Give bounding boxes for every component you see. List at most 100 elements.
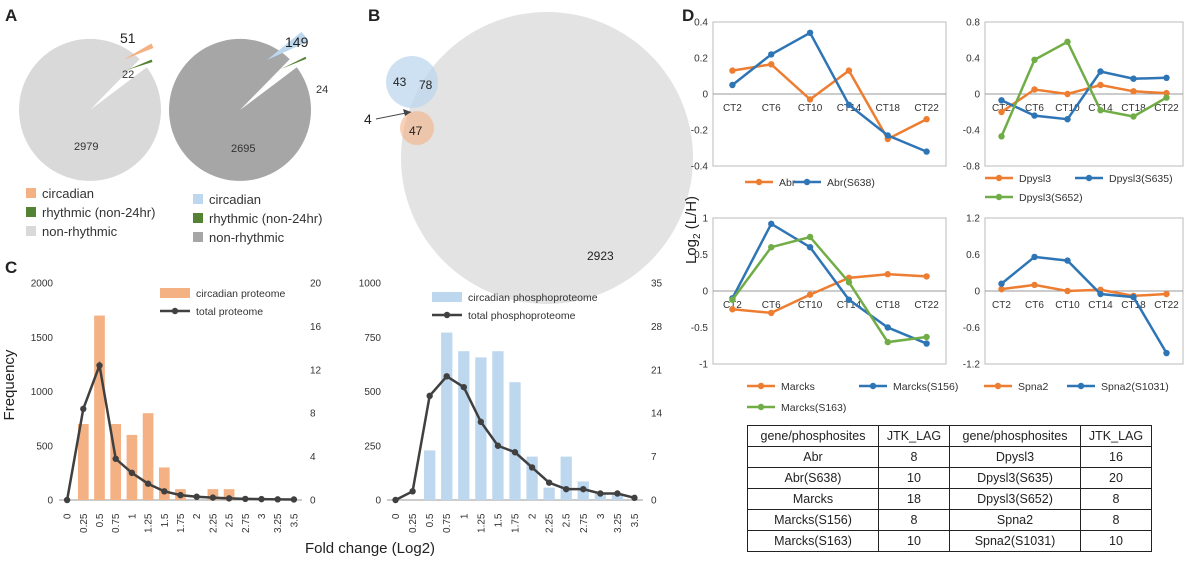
line-point <box>1130 293 1137 301</box>
table-cell: 8 <box>878 509 950 531</box>
table-header: JTK_LAG <box>1080 425 1152 447</box>
x-tick-label: CT6 <box>762 103 781 114</box>
line-point <box>923 273 930 280</box>
venn-blue-circle <box>386 56 438 108</box>
line-point <box>1097 107 1104 114</box>
line-point <box>1031 56 1038 63</box>
table-row: Abr 8 Dpysl3 16 <box>747 446 1152 468</box>
legend-line-label: total phosphoproteome <box>468 310 576 322</box>
line-point <box>845 279 853 286</box>
chart-d-marcks: -1 -0.5 0 0.5 1 CT2 CT6 CT10 CT14 CT18 CT22 Marcks M… <box>691 214 959 415</box>
line-point <box>1064 38 1071 45</box>
x-tick-label: 1.25 <box>476 513 487 533</box>
legend-bar-label: circadian phosphoproteome <box>468 292 598 304</box>
y-tick-label: -0.4 <box>691 162 709 173</box>
line-point <box>63 496 71 504</box>
legend-swatch-point <box>1077 382 1085 390</box>
series-line <box>731 222 928 345</box>
line-point <box>998 108 1005 116</box>
table-cell: 20 <box>1080 467 1152 489</box>
x-tick-label: 2.25 <box>208 513 219 533</box>
y-tick-label: -1.2 <box>963 360 981 371</box>
line-point <box>1097 68 1104 75</box>
table-cell: Dpysl3 <box>949 446 1081 468</box>
line-point <box>923 148 930 155</box>
line-point <box>112 455 119 462</box>
x-tick-label: 2.25 <box>545 513 556 533</box>
x-tick-label: 0.5 <box>95 513 106 527</box>
line-point <box>768 51 775 58</box>
y-tick-label: -0.6 <box>963 323 981 334</box>
line-point <box>806 244 814 251</box>
legend-swatch-point <box>995 193 1003 201</box>
y-tick-label: 250 <box>364 441 381 452</box>
table-cell: Abr <box>747 446 879 468</box>
c-y-axis-label: Frequency <box>1 349 18 420</box>
x-tick-label: 3.5 <box>630 513 641 527</box>
bar <box>110 424 122 500</box>
x-tick-label: 3 <box>257 513 268 519</box>
line-point <box>1163 349 1170 357</box>
x-tick-label: CT14 <box>1088 300 1113 311</box>
y-tick-label: 0 <box>375 496 381 507</box>
y-tick-label: 1500 <box>31 333 54 344</box>
legend1-nonrhythmic: non-rhythmic <box>42 224 118 239</box>
table-cell: 16 <box>1080 446 1152 468</box>
bar <box>424 450 436 500</box>
venn-big-count: 2923 <box>587 249 614 263</box>
line-point <box>494 442 502 449</box>
line-point <box>884 338 891 346</box>
y-tick-label: 0.4 <box>966 54 980 65</box>
legend2-swatch-circadian <box>193 194 203 204</box>
y-tick-label: 1 <box>702 214 708 225</box>
x-tick-label: 0.5 <box>425 513 436 527</box>
bar <box>560 456 572 500</box>
pie2-circadian-count: 149 <box>285 34 309 50</box>
legend1-swatch-rhythmic <box>26 207 36 217</box>
series-line <box>732 62 928 141</box>
bar <box>594 493 606 500</box>
line-point <box>96 362 103 369</box>
series-line <box>1000 40 1168 137</box>
pie1-slice-rhythmic <box>127 59 153 70</box>
legend2-nonrhythmic: non-rhythmic <box>209 230 285 245</box>
line-point <box>884 132 891 139</box>
series-line <box>731 235 927 344</box>
line-point <box>729 67 736 74</box>
legend-label: Marcks(S156) <box>893 381 958 393</box>
y2-tick-label: 0 <box>651 496 657 507</box>
legend-swatch-point <box>755 178 763 186</box>
x-tick-label: 3 <box>596 513 607 519</box>
table-cell: 18 <box>878 488 950 510</box>
line-point <box>729 306 736 313</box>
table-header-row: gene/phosphosites JTK_LAG gene/phosphosi… <box>747 425 1152 447</box>
x-tick-label: 2 <box>528 513 539 519</box>
pie1-slice-non-rhythmic <box>19 38 162 181</box>
line-point <box>209 494 217 501</box>
legend-label: Spna2 <box>1018 381 1049 393</box>
line-point <box>1031 112 1038 119</box>
y2-tick-label: 7 <box>651 452 657 463</box>
x-tick-label: CT6 <box>1025 103 1044 114</box>
bar <box>611 493 624 500</box>
x-tick-label: 0.25 <box>79 513 90 533</box>
pie1-nonrhythmic-count: 2979 <box>74 141 98 153</box>
y-tick-label: 0 <box>974 287 980 298</box>
table-cell: Spna2(S1031) <box>949 530 1081 552</box>
venn-overlap-count: 78 <box>419 78 433 92</box>
x-tick-label: 2 <box>192 513 203 519</box>
table-cell: Marcks(S163) <box>747 530 879 552</box>
line-point <box>1163 89 1170 97</box>
line-point <box>923 340 930 347</box>
y2-tick-label: 16 <box>310 322 322 333</box>
venn-center-count: 4 <box>364 111 372 127</box>
x-tick-label: CT18 <box>876 103 901 114</box>
table-cell: 10 <box>1080 530 1152 552</box>
line-point <box>1064 257 1071 264</box>
legend-swatch-point <box>994 382 1002 390</box>
line-point <box>563 485 570 493</box>
line-point <box>1130 113 1137 120</box>
x-tick-label: 1.5 <box>160 513 171 527</box>
line-point <box>884 324 891 331</box>
